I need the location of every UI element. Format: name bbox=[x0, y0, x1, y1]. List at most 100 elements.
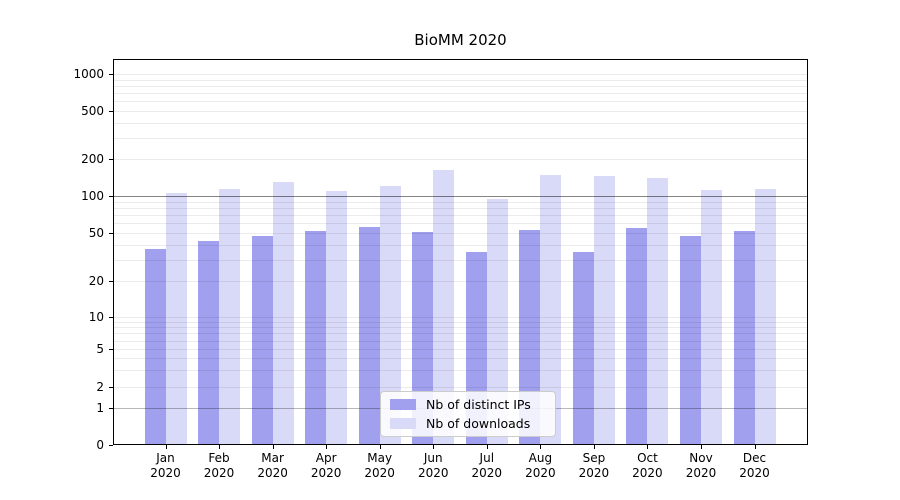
x-axis-tick-label: Feb 2020 bbox=[184, 451, 254, 481]
month-label: May bbox=[367, 451, 393, 465]
bar-nb-of-downloads-sep bbox=[593, 176, 615, 445]
gridline-4 bbox=[114, 358, 807, 359]
gridline-10 bbox=[114, 317, 807, 318]
gridline-600 bbox=[114, 101, 807, 102]
gridline-300 bbox=[114, 138, 807, 139]
gridline-50 bbox=[114, 233, 807, 234]
y-tick-mark-1 bbox=[109, 408, 113, 409]
x-tick-mark-sep bbox=[593, 445, 595, 449]
y-tick-mark-5 bbox=[109, 349, 113, 350]
x-tick-mark-feb bbox=[219, 445, 221, 449]
bar-nb-of-downloads-jun bbox=[433, 169, 455, 445]
gridline-1000 bbox=[114, 74, 807, 75]
y-tick-mark-50 bbox=[109, 233, 113, 234]
year-label: 2020 bbox=[578, 466, 610, 480]
year-label: 2020 bbox=[471, 466, 503, 480]
y-axis-tick-label: 100 bbox=[81, 189, 104, 203]
y-axis-tick-label: 20 bbox=[88, 274, 104, 288]
year-label: 2020 bbox=[203, 466, 235, 480]
x-tick-mark-aug bbox=[540, 445, 542, 449]
month-label: Dec bbox=[742, 451, 767, 465]
bar-nb-of-distinct-ips-nov bbox=[680, 236, 701, 445]
gridline-900 bbox=[114, 80, 807, 81]
x-axis-tick-label: Oct 2020 bbox=[612, 451, 682, 481]
gridline-500 bbox=[114, 111, 807, 112]
gridline-6 bbox=[114, 341, 807, 342]
y-tick-mark-2 bbox=[109, 387, 113, 388]
gridline-40 bbox=[114, 245, 807, 246]
month-label: Sep bbox=[582, 451, 606, 465]
x-axis-tick-label: Nov 2020 bbox=[666, 451, 736, 481]
gridline-5 bbox=[114, 349, 807, 350]
year-label: 2020 bbox=[525, 466, 556, 480]
gridline-20 bbox=[114, 281, 807, 282]
gridline-800 bbox=[114, 86, 807, 87]
gridline-70 bbox=[114, 215, 807, 216]
year-label: 2020 bbox=[150, 466, 181, 480]
gridline-90 bbox=[114, 202, 807, 203]
year-label: 2020 bbox=[257, 466, 288, 480]
y-tick-mark-100 bbox=[109, 196, 113, 197]
legend-item-downloads: Nb of downloads bbox=[390, 416, 546, 431]
bar-nb-of-distinct-ips-may bbox=[358, 226, 380, 445]
x-axis-tick-label: Sep 2020 bbox=[559, 451, 629, 481]
bar-nb-of-distinct-ips-sep bbox=[572, 251, 594, 445]
x-axis-tick-label: May 2020 bbox=[345, 451, 415, 481]
bar-nb-of-distinct-ips-oct bbox=[626, 227, 648, 445]
y-axis-tick-label: 10 bbox=[88, 310, 104, 324]
y-axis-tick-label: 1 bbox=[96, 401, 104, 415]
month-label: Feb bbox=[208, 451, 230, 465]
month-label: Jan bbox=[156, 451, 175, 465]
x-axis-tick-label: Jan 2020 bbox=[131, 451, 201, 481]
gridline-3 bbox=[114, 370, 807, 371]
x-axis-tick-label: Dec 2020 bbox=[720, 451, 790, 481]
x-tick-mark-jul bbox=[486, 445, 488, 449]
gridline-30 bbox=[114, 260, 807, 261]
month-label: Oct bbox=[637, 451, 658, 465]
bar-nb-of-downloads-jul bbox=[486, 199, 508, 445]
year-label: 2020 bbox=[417, 466, 449, 480]
x-tick-mark-oct bbox=[647, 445, 649, 449]
y-axis-tick-label: 200 bbox=[81, 152, 104, 166]
year-label: 2020 bbox=[739, 466, 770, 480]
bar-nb-of-downloads-mar bbox=[272, 181, 294, 445]
bar-nb-of-distinct-ips-mar bbox=[251, 236, 273, 445]
y-axis-tick-label: 0 bbox=[96, 438, 104, 452]
gridline-200 bbox=[114, 159, 807, 160]
gridline-7 bbox=[114, 333, 807, 334]
y-axis-tick-label: 1000 bbox=[73, 67, 104, 81]
bar-nb-of-downloads-aug bbox=[540, 175, 562, 445]
gridline-2 bbox=[114, 387, 807, 388]
bar-nb-of-downloads-dec bbox=[754, 188, 776, 445]
legend-label-downloads: Nb of downloads bbox=[426, 416, 531, 431]
x-axis-tick-label: Mar 2020 bbox=[238, 451, 308, 481]
x-axis-tick-label: Aug 2020 bbox=[505, 451, 575, 481]
chart-title: BioMM 2020 bbox=[414, 31, 507, 49]
bar-nb-of-downloads-oct bbox=[647, 178, 669, 445]
x-tick-mark-may bbox=[379, 445, 381, 449]
y-tick-mark-200 bbox=[109, 159, 113, 160]
month-label: Mar bbox=[261, 451, 284, 465]
legend-item-distinct-ips: Nb of distinct IPs bbox=[390, 397, 546, 412]
x-tick-mark-apr bbox=[326, 445, 328, 449]
month-label: Aug bbox=[528, 451, 553, 465]
bar-nb-of-downloads-nov bbox=[701, 189, 722, 445]
x-axis-tick-label: Jul 2020 bbox=[452, 451, 522, 481]
bar-nb-of-distinct-ips-feb bbox=[198, 240, 220, 445]
gridline-700 bbox=[114, 93, 807, 94]
y-tick-mark-1000 bbox=[109, 74, 113, 75]
x-tick-mark-jan bbox=[165, 445, 167, 449]
year-label: 2020 bbox=[632, 466, 663, 480]
x-tick-mark-mar bbox=[272, 445, 274, 449]
y-axis-tick-label: 50 bbox=[88, 226, 104, 240]
gridline-100 bbox=[114, 196, 807, 197]
bar-nb-of-downloads-may bbox=[379, 185, 401, 445]
year-label: 2020 bbox=[685, 466, 717, 480]
bar-nb-of-downloads-jan bbox=[165, 193, 187, 445]
bar-nb-of-downloads-apr bbox=[326, 190, 348, 445]
y-axis-tick-label: 500 bbox=[81, 104, 104, 118]
x-axis-tick-label: Apr 2020 bbox=[291, 451, 361, 481]
gridline-100 bbox=[114, 196, 807, 197]
y-tick-mark-20 bbox=[109, 281, 113, 282]
